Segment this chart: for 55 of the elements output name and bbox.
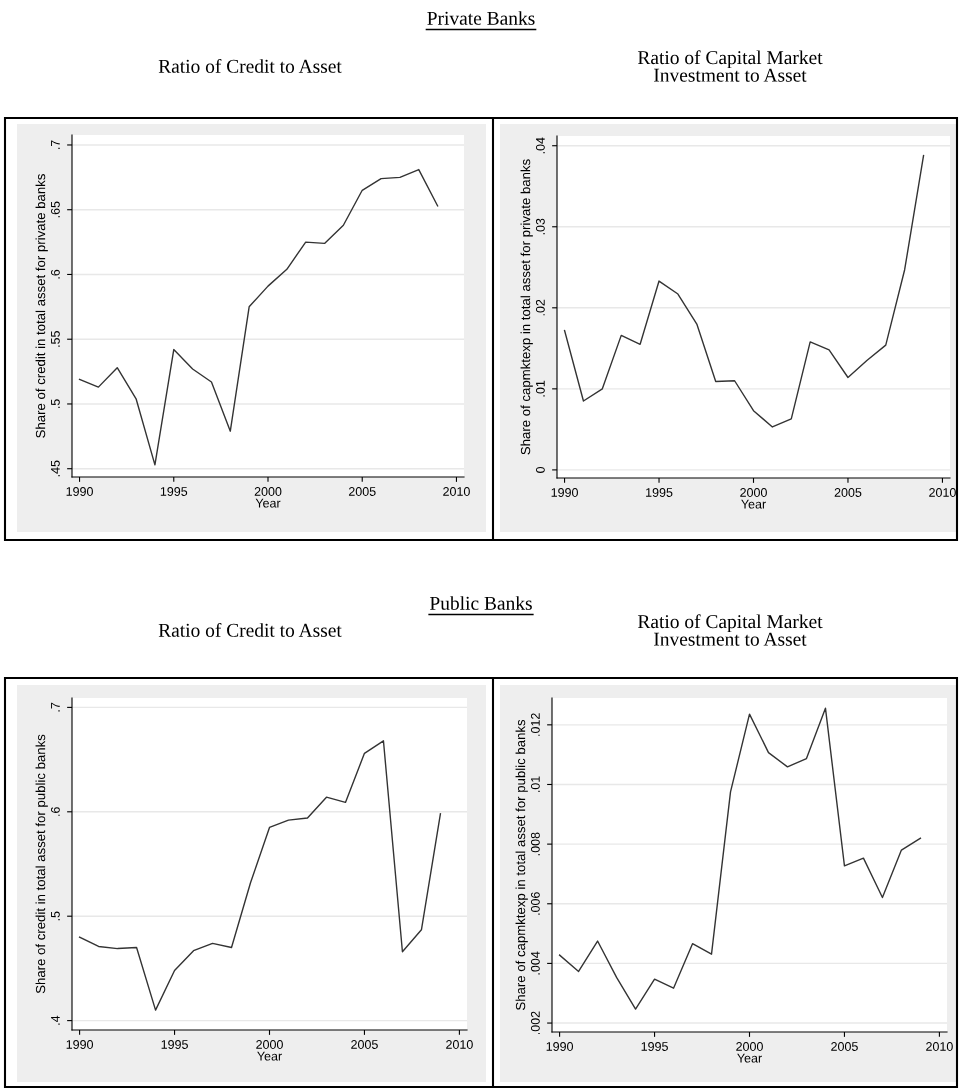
y-tick-label: 0	[535, 466, 545, 473]
x-tick-label: 2010	[929, 488, 956, 497]
x-tick-label: 2010	[446, 1040, 473, 1049]
x-tick-label: 2005	[834, 488, 862, 497]
y-tick-label: .6	[50, 807, 60, 816]
y-tick-label: .002	[530, 1011, 540, 1035]
x-tick-label: 2005	[831, 1042, 858, 1051]
y-tick-label: .006	[530, 892, 540, 915]
y-tick-label: .7	[51, 140, 60, 150]
x-tick-label: 2000	[256, 1040, 283, 1049]
y-tick-label: .4	[51, 1015, 60, 1025]
x-axis-title: Year	[257, 1051, 282, 1061]
x-tick-label: 1995	[641, 1042, 668, 1051]
y-tick-label: .03	[535, 218, 545, 235]
x-tick-label: 1990	[546, 1042, 574, 1051]
x-tick-label: 2010	[443, 487, 470, 496]
y-axis-title: Share of capmktexp in total asset for public banks	[515, 719, 528, 1010]
y-tick-label: .5	[51, 399, 60, 409]
chart-title: Ratio of Capital Market Investment to Asset	[637, 50, 823, 82]
x-tick-label: 1990	[551, 488, 578, 497]
y-tick-label: .5	[51, 911, 60, 921]
y-tick-label: .7	[51, 702, 60, 712]
x-axis-title: Year	[741, 499, 766, 509]
x-tick-label: 1990	[66, 1040, 94, 1049]
y-tick-label: .02	[535, 299, 545, 316]
y-tick-label: .04	[535, 137, 545, 154]
text: Public Banks	[429, 596, 532, 610]
y-tick-label: .008	[530, 832, 540, 856]
x-tick-label: 2005	[348, 487, 376, 496]
text: Private Banks	[427, 11, 535, 25]
y-tick-label: .004	[530, 951, 540, 975]
chart-title: Ratio of Credit to Asset	[158, 58, 342, 73]
y-tick-label: .01	[530, 776, 540, 793]
chart-title: Ratio of Capital Market Investment to Asset	[637, 614, 823, 646]
y-tick-label: .012	[530, 713, 540, 736]
y-tick-label: .55	[51, 331, 60, 347]
x-tick-label: 1995	[646, 488, 673, 497]
x-tick-label: 1995	[161, 1040, 188, 1049]
y-tick-label: .45	[51, 460, 60, 477]
x-tick-label: 2010	[926, 1042, 953, 1051]
x-axis-title: Year	[737, 1053, 762, 1063]
chart-title: Ratio of Credit to Asset	[158, 622, 342, 637]
y-tick-label: .6	[50, 269, 60, 279]
x-tick-label: 1995	[160, 487, 188, 496]
x-tick-label: 2000	[740, 488, 767, 497]
y-axis-title: Share of credit in total asset for public banks	[35, 734, 48, 994]
x-axis-title: Year	[255, 498, 281, 508]
x-tick-label: 2000	[254, 487, 282, 496]
y-tick-label: .01	[535, 380, 545, 397]
y-tick-label: .65	[50, 201, 60, 218]
y-axis-title: Share of capmktexp in total asset for private banks	[520, 159, 533, 455]
x-tick-label: 2005	[351, 1040, 378, 1049]
x-tick-label: 1990	[66, 487, 93, 496]
y-axis-title: Share of credit in total asset for private banks	[35, 174, 48, 438]
x-tick-label: 2000	[736, 1042, 763, 1051]
